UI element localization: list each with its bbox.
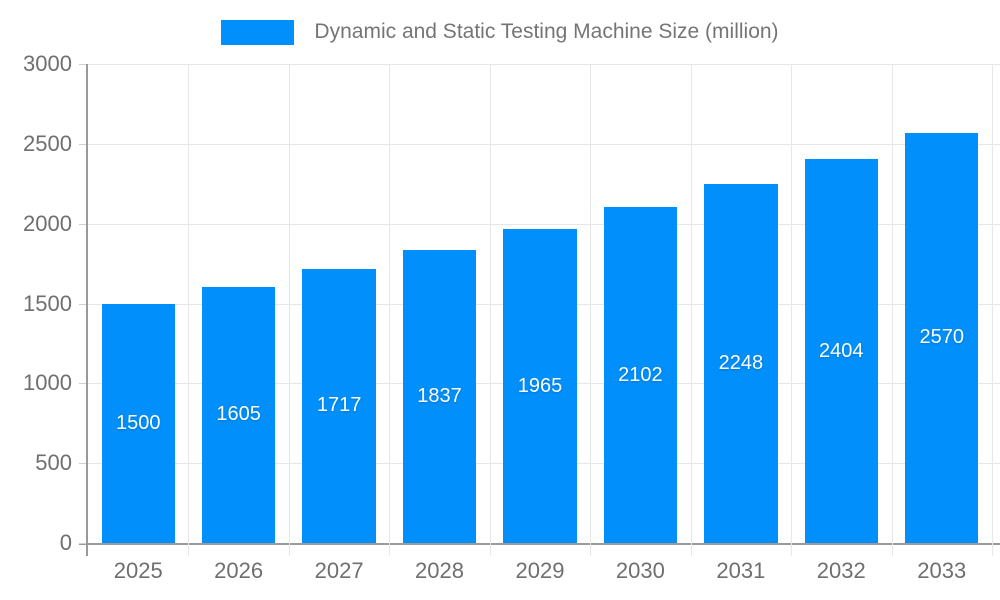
legend-swatch-icon	[221, 19, 295, 45]
bar-2032[interactable]: 2404	[804, 159, 878, 543]
bar-cell: 1717	[289, 64, 389, 543]
x-axis-tick-label-2030: 2030	[615, 558, 665, 583]
x-axis-labels: 2025 2026 2027 2028 2029 2030 2031 2032 2033	[88, 558, 992, 584]
bar-cell: 1500	[88, 64, 188, 543]
plot-area: 1500 1605 1717 1837 1965 2102 2248 2404 2570	[79, 64, 1000, 556]
bar-2025[interactable]: 1500	[101, 303, 175, 543]
bar-value-label: 2102	[618, 363, 663, 386]
x-axis-tick-label-2025: 2025	[113, 558, 163, 583]
y-axis-tick-label: 2500	[23, 130, 72, 156]
bar-2029[interactable]: 1965	[503, 229, 577, 543]
y-axis-tick	[79, 64, 88, 65]
bar-cell: 2102	[590, 64, 690, 543]
y-axis-tick-label: 1500	[23, 290, 72, 316]
gridline-vertical	[389, 64, 391, 556]
bar-value-label: 1837	[417, 384, 462, 407]
bar-value-label: 2404	[819, 339, 864, 362]
bar-value-label: 1717	[316, 394, 362, 417]
y-axis-line	[86, 64, 88, 556]
bar-2033[interactable]: 2570	[905, 132, 979, 543]
y-axis-tick-label: 3000	[23, 51, 72, 76]
gridline-vertical	[891, 64, 893, 556]
gridline-vertical	[288, 64, 290, 556]
gridline-vertical	[992, 64, 993, 556]
bars-row: 1500 1605 1717 1837 1965 2102 2248 2404 2570	[88, 64, 992, 543]
y-axis-tick	[79, 383, 88, 385]
y-axis-tick-label: 1000	[23, 370, 72, 396]
bar-cell: 2404	[791, 64, 891, 543]
x-axis-tick-label-2027: 2027	[314, 558, 364, 583]
gridline-vertical	[791, 64, 793, 556]
bar-cell: 1965	[490, 64, 590, 543]
x-axis-tick-label-2026: 2026	[214, 558, 264, 583]
legend[interactable]: Dynamic and Static Testing Machine Size …	[0, 16, 1000, 48]
bar-cell: 2570	[892, 64, 992, 543]
gridline-vertical	[188, 64, 190, 556]
bar-value-label: 1500	[115, 411, 161, 434]
y-axis-tick	[79, 223, 88, 225]
y-axis-tick-label: 500	[35, 450, 72, 476]
gridline-horizontal	[88, 64, 1000, 65]
bar-cell: 1605	[188, 64, 288, 543]
y-axis-tick	[79, 463, 88, 465]
gridline-horizontal	[88, 223, 1000, 225]
bar-value-label: 2570	[919, 326, 964, 349]
bar-2030[interactable]: 2102	[603, 207, 678, 543]
x-axis-tick-label-2031: 2031	[716, 558, 766, 583]
bar-cell: 1837	[389, 64, 489, 543]
y-axis-tick	[79, 143, 88, 145]
x-axis-tick-label-2029: 2029	[515, 558, 565, 583]
gridline-vertical	[489, 64, 491, 556]
y-axis-tick	[79, 543, 88, 544]
bar-2028[interactable]: 1837	[402, 249, 477, 543]
y-axis-tick	[79, 303, 88, 305]
bar-2026[interactable]: 1605	[202, 286, 276, 543]
x-axis-tick-label-2028: 2028	[415, 558, 464, 583]
bar-value-label: 2248	[718, 352, 764, 375]
y-axis-tick-label: 2000	[23, 210, 72, 236]
gridline-horizontal	[88, 143, 1000, 145]
y-axis-tick-label: 0	[59, 530, 72, 555]
y-axis-labels: 0 500 1000 1500 2000 2500 3000	[0, 51, 80, 555]
x-axis-line	[79, 543, 1000, 545]
bar-2027[interactable]: 1717	[302, 268, 376, 543]
gridline-vertical	[690, 64, 692, 556]
bar-2031[interactable]: 2248	[704, 184, 778, 543]
x-axis-tick-label-2033: 2033	[917, 558, 967, 583]
bar-value-label: 1965	[517, 374, 563, 397]
legend-label: Dynamic and Static Testing Machine Size …	[314, 20, 779, 43]
gridline-vertical	[590, 64, 592, 556]
bar-cell: 2248	[691, 64, 791, 543]
bar-value-label: 1605	[216, 403, 261, 426]
x-axis-tick-label-2032: 2032	[816, 558, 866, 583]
